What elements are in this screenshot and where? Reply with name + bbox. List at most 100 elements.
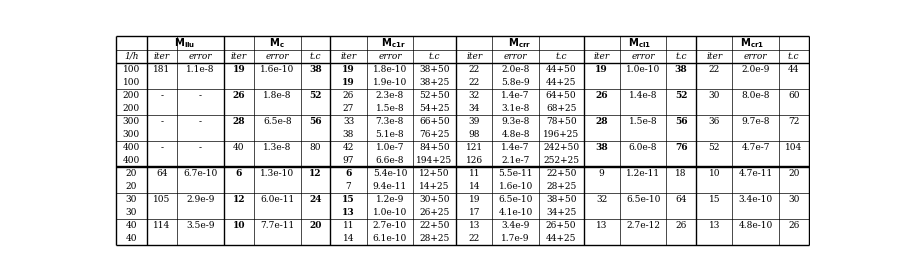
Text: 38+50: 38+50 xyxy=(546,195,576,204)
Text: 4.1e-10: 4.1e-10 xyxy=(499,208,533,217)
Text: 19: 19 xyxy=(232,65,245,74)
Text: 2.7e-12: 2.7e-12 xyxy=(626,221,660,230)
Text: 121: 121 xyxy=(465,143,483,152)
Text: 56: 56 xyxy=(675,117,688,126)
Text: 68+25: 68+25 xyxy=(546,104,576,113)
Text: 1.0e-7: 1.0e-7 xyxy=(375,143,404,152)
Text: 1.8e-10: 1.8e-10 xyxy=(373,65,407,74)
Text: error: error xyxy=(504,52,527,61)
Text: t.c: t.c xyxy=(675,52,687,61)
Text: 26+25: 26+25 xyxy=(419,208,450,217)
Text: 1.3e-10: 1.3e-10 xyxy=(260,169,294,178)
Text: 40: 40 xyxy=(233,143,245,152)
Text: 52: 52 xyxy=(310,91,321,100)
Text: error: error xyxy=(189,52,212,61)
Text: 84+50: 84+50 xyxy=(419,143,450,152)
Text: 8.0e-8: 8.0e-8 xyxy=(742,91,769,100)
Text: 6.5e-8: 6.5e-8 xyxy=(263,117,292,126)
Text: 3.4e-9: 3.4e-9 xyxy=(501,221,530,230)
Text: 38: 38 xyxy=(675,65,688,74)
Text: 22: 22 xyxy=(469,65,480,74)
Text: 1.5e-8: 1.5e-8 xyxy=(375,104,404,113)
Text: 34+25: 34+25 xyxy=(546,208,576,217)
Text: 2.0e-8: 2.0e-8 xyxy=(501,65,530,74)
Text: 1.2e-11: 1.2e-11 xyxy=(626,169,661,178)
Text: 4.7e-7: 4.7e-7 xyxy=(742,143,769,152)
Text: 200: 200 xyxy=(122,104,140,113)
Text: 80: 80 xyxy=(310,143,321,152)
Text: 12: 12 xyxy=(309,169,321,178)
Text: 38: 38 xyxy=(596,143,608,152)
Text: 97: 97 xyxy=(343,156,355,165)
Text: t.c: t.c xyxy=(788,52,799,61)
Text: 1/h: 1/h xyxy=(124,52,139,61)
Text: 1.6e-10: 1.6e-10 xyxy=(499,182,533,191)
Text: 20: 20 xyxy=(126,182,137,191)
Text: 72: 72 xyxy=(788,117,799,126)
Text: -: - xyxy=(199,143,202,152)
Text: 104: 104 xyxy=(785,143,802,152)
Text: 19: 19 xyxy=(342,78,355,87)
Text: 3.1e-8: 3.1e-8 xyxy=(501,104,530,113)
Text: 300: 300 xyxy=(122,117,140,126)
Text: 15: 15 xyxy=(342,195,355,204)
Text: 52: 52 xyxy=(708,143,720,152)
Text: 2.3e-8: 2.3e-8 xyxy=(376,91,404,100)
Text: 54+25: 54+25 xyxy=(419,104,450,113)
Text: 26: 26 xyxy=(596,91,608,100)
Text: 12: 12 xyxy=(232,195,245,204)
Text: 10: 10 xyxy=(232,221,245,230)
Text: error: error xyxy=(632,52,655,61)
Text: 30: 30 xyxy=(708,91,720,100)
Text: 2.9e-9: 2.9e-9 xyxy=(186,195,214,204)
Text: 40: 40 xyxy=(125,234,137,243)
Text: 194+25: 194+25 xyxy=(417,156,453,165)
Text: 1.4e-7: 1.4e-7 xyxy=(501,143,530,152)
Text: 10: 10 xyxy=(708,169,720,178)
Text: 42: 42 xyxy=(343,143,355,152)
Text: error: error xyxy=(744,52,768,61)
Text: $\mathbf{M}_{\mathbf{cl1}}$: $\mathbf{M}_{\mathbf{cl1}}$ xyxy=(628,36,652,50)
Text: 26: 26 xyxy=(788,221,799,230)
Text: 1.0e-10: 1.0e-10 xyxy=(373,208,407,217)
Text: 6.6e-8: 6.6e-8 xyxy=(375,156,404,165)
Text: 13: 13 xyxy=(342,208,355,217)
Text: 22: 22 xyxy=(708,65,720,74)
Text: 9.7e-8: 9.7e-8 xyxy=(742,117,769,126)
Text: 1.0e-10: 1.0e-10 xyxy=(626,65,661,74)
Text: $\mathbf{M}_{\mathbf{c}}$: $\mathbf{M}_{\mathbf{c}}$ xyxy=(269,36,284,50)
Text: 26+50: 26+50 xyxy=(546,221,576,230)
Text: 242+50: 242+50 xyxy=(543,143,580,152)
Text: 6.0e-8: 6.0e-8 xyxy=(629,143,657,152)
Text: 32: 32 xyxy=(596,195,608,204)
Text: 30: 30 xyxy=(126,208,137,217)
Text: 78+50: 78+50 xyxy=(546,117,577,126)
Text: 200: 200 xyxy=(122,91,140,100)
Text: 28+25: 28+25 xyxy=(546,182,576,191)
Text: 100: 100 xyxy=(122,65,140,74)
Text: 33: 33 xyxy=(343,117,354,126)
Text: -: - xyxy=(199,91,202,100)
Text: 6: 6 xyxy=(236,169,242,178)
Text: 14: 14 xyxy=(469,182,480,191)
Text: 32: 32 xyxy=(469,91,480,100)
Text: 52+50: 52+50 xyxy=(419,91,450,100)
Text: t.c: t.c xyxy=(428,52,440,61)
Text: 19: 19 xyxy=(342,65,355,74)
Text: 400: 400 xyxy=(122,156,140,165)
Text: 20: 20 xyxy=(126,169,137,178)
Text: 2.0e-9: 2.0e-9 xyxy=(742,65,769,74)
Text: 26: 26 xyxy=(232,91,245,100)
Text: 252+25: 252+25 xyxy=(543,156,580,165)
Text: 196+25: 196+25 xyxy=(543,130,580,139)
Text: 5.5e-11: 5.5e-11 xyxy=(499,169,533,178)
Text: 105: 105 xyxy=(153,195,171,204)
Text: iter: iter xyxy=(154,52,170,61)
Text: 26: 26 xyxy=(676,221,687,230)
Text: $\mathbf{M}_{\mathbf{ilu}}$: $\mathbf{M}_{\mathbf{ilu}}$ xyxy=(175,36,195,50)
Text: 5.4e-10: 5.4e-10 xyxy=(373,169,407,178)
Text: 30+50: 30+50 xyxy=(419,195,450,204)
Text: 13: 13 xyxy=(708,221,720,230)
Text: 34: 34 xyxy=(469,104,480,113)
Text: 36: 36 xyxy=(708,117,720,126)
